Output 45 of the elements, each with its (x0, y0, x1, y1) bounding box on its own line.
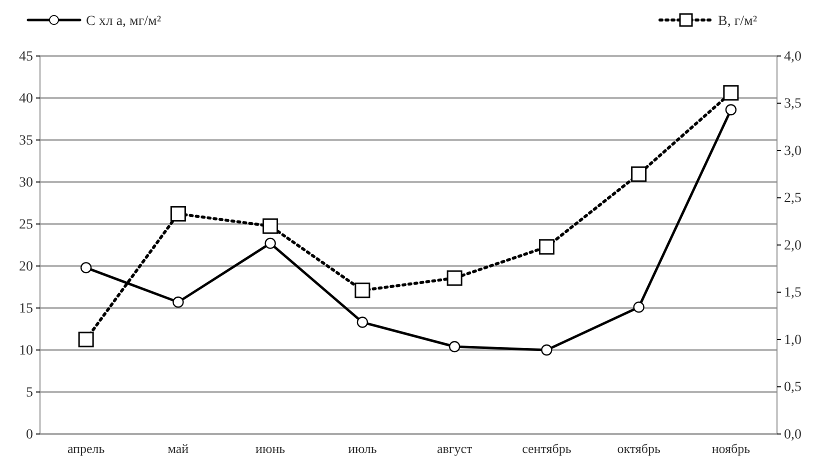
y-tick-label: 25 (19, 217, 33, 232)
point (631, 166, 647, 182)
x-tick-label: июль (348, 441, 377, 456)
x-tick-label: сентябрь (522, 441, 572, 456)
point (262, 218, 278, 234)
y2-tick-label: 3,5 (784, 96, 802, 112)
point (725, 104, 737, 116)
point (264, 238, 276, 249)
point (446, 270, 462, 286)
point (78, 332, 94, 348)
y2-tick-label: 2,0 (784, 238, 802, 254)
y2-tick-label: 0,0 (784, 427, 802, 442)
y-tick-label: 20 (19, 259, 33, 274)
point (80, 262, 92, 274)
x-tick-label: июнь (256, 441, 286, 456)
y-tick-label: 45 (19, 49, 33, 64)
y2-tick-label: 2,5 (784, 191, 802, 206)
point (448, 341, 460, 352)
y-tick-label: 15 (19, 301, 33, 316)
point (538, 239, 554, 255)
y2-tick-label: 0,5 (784, 380, 802, 396)
y-tick-label: 40 (19, 91, 33, 106)
point (354, 282, 370, 298)
legend-label: C хл а, мг/м² (86, 14, 162, 29)
y2-tick-label: 1,5 (784, 286, 802, 301)
y-tick-label: 0 (26, 427, 33, 442)
point (170, 206, 186, 222)
y2-tick-label: 1,0 (784, 332, 802, 348)
x-tick-label: ноябрь (712, 441, 750, 456)
y-tick-label: 30 (19, 175, 33, 190)
point (633, 302, 644, 313)
y2-tick-label: 3,0 (784, 144, 802, 159)
x-tick-label: апрель (67, 441, 105, 456)
y-tick-label: 10 (19, 343, 33, 358)
point (723, 85, 739, 101)
x-tick-label: август (436, 441, 472, 456)
y2-tick-label: 4,0 (784, 49, 802, 64)
point (541, 344, 552, 356)
legend-label: B, г/м² (718, 14, 758, 29)
y-tick-label: 5 (26, 385, 33, 400)
point (172, 296, 184, 308)
point (356, 316, 368, 328)
x-tick-label: май (168, 441, 189, 456)
y-tick-label: 35 (19, 133, 33, 148)
x-tick-label: октябрь (617, 441, 660, 456)
